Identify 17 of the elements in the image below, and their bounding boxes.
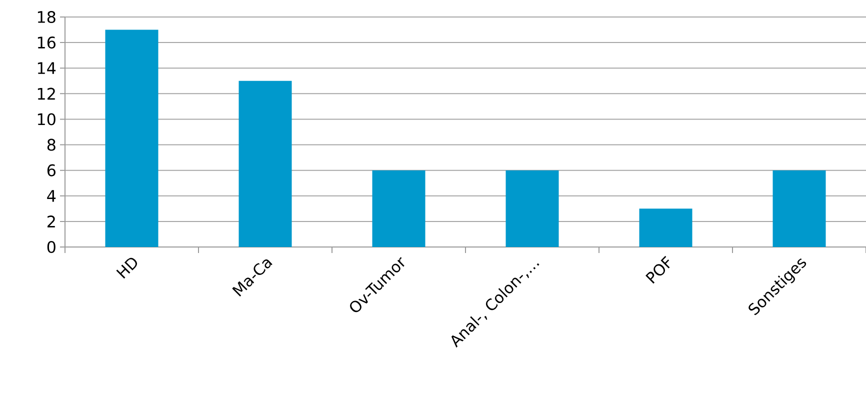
y-tick-label: 4 — [47, 190, 56, 202]
bar — [372, 170, 426, 248]
bar — [639, 208, 692, 248]
y-tick-label: 16 — [38, 36, 56, 49]
y-tick-label: 12 — [38, 88, 55, 100]
y-tick-label: 2 — [48, 216, 55, 228]
bar — [105, 30, 158, 248]
x-tick-label: HD — [116, 258, 138, 279]
y-tick-label: 8 — [47, 138, 56, 151]
bar — [238, 80, 292, 248]
y-tick-label: 6 — [47, 164, 56, 176]
y-tick-label: 14 — [38, 62, 56, 74]
y-tick-label: 0 — [47, 240, 56, 254]
y-tick-label: 18 — [38, 10, 56, 24]
bar — [772, 170, 826, 248]
y-tick-label: 10 — [38, 113, 56, 126]
bar — [506, 170, 559, 248]
